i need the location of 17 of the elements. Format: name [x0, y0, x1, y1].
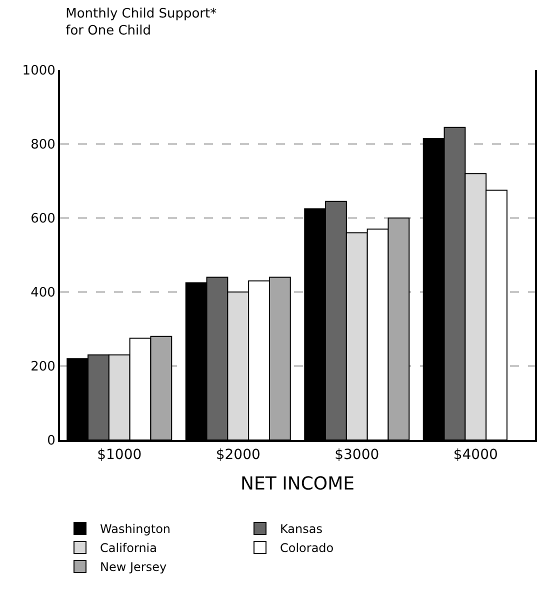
legend-label: Washington	[100, 522, 171, 536]
legend-label: California	[100, 541, 157, 556]
chart-title: Monthly Child Support* for One Child	[66, 6, 218, 39]
legend-label: Kansas	[280, 522, 322, 536]
x-axis-title: NET INCOME	[240, 473, 354, 494]
x-tick-label: $4000	[453, 446, 498, 463]
legend-label: New Jersey	[100, 560, 167, 574]
x-tick-label: $3000	[334, 446, 380, 463]
y-tick-label: 600	[30, 212, 56, 227]
y-tick-label: 400	[30, 286, 56, 301]
x-tick-label: $1000	[97, 446, 142, 463]
y-tick-label: 800	[30, 138, 56, 153]
y-tick-label: 0	[47, 434, 56, 449]
legend-label: Colorado	[280, 541, 334, 556]
y-tick-label: 200	[30, 360, 56, 375]
x-tick-label: $2000	[216, 446, 260, 463]
y-tick-label: 1000	[22, 64, 56, 79]
